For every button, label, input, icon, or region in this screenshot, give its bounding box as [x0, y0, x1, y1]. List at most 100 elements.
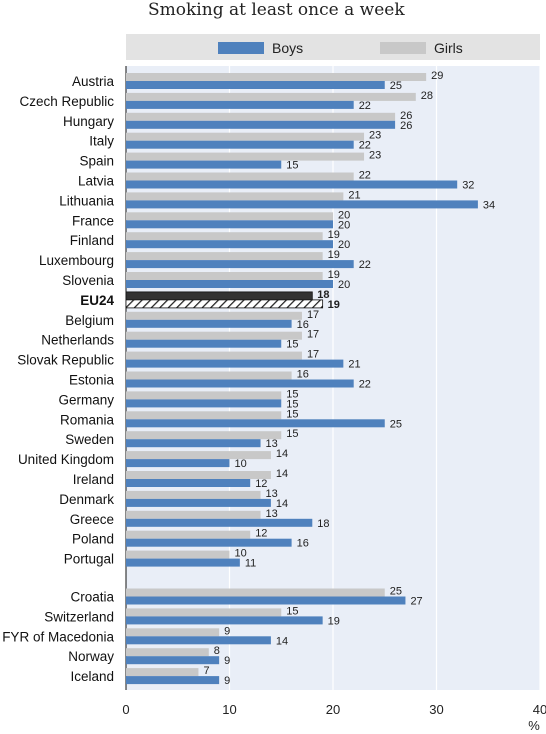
value-label-girls: 15	[286, 605, 298, 617]
bar-girls	[126, 608, 282, 617]
category-label: Slovenia	[62, 273, 114, 288]
bar-boys	[126, 596, 406, 605]
bar-girls	[126, 152, 365, 161]
legend-item-boys: Boys	[218, 40, 303, 56]
bar-girls	[126, 272, 323, 280]
value-label-boys: 15	[286, 339, 298, 351]
category-label: Estonia	[69, 373, 115, 388]
legend-item-girls: Girls	[380, 40, 463, 56]
category-label: Romania	[60, 412, 115, 427]
category-label: Poland	[72, 532, 114, 547]
category-label: Switzerland	[44, 609, 114, 624]
value-label-boys: 21	[348, 359, 360, 371]
bar-girls	[126, 132, 365, 141]
bar-boys	[126, 200, 478, 209]
bar-boys	[126, 379, 354, 388]
bar-boys	[126, 558, 240, 567]
bar-girls	[126, 391, 282, 400]
value-label-girls: 21	[348, 189, 360, 201]
category-label: Croatia	[70, 590, 114, 605]
x-tick-label: 10	[222, 702, 236, 717]
value-label-girls: 13	[266, 508, 278, 520]
bar-boys	[126, 518, 313, 527]
bar-girls	[126, 73, 427, 81]
category-label: Sweden	[65, 432, 114, 447]
bar-girls	[126, 510, 261, 519]
bar-boys	[126, 260, 354, 269]
value-label-girls: 7	[203, 665, 209, 677]
value-label-boys: 15	[286, 160, 298, 172]
legend-label-girls: Girls	[434, 40, 463, 56]
bar-girls	[126, 628, 220, 637]
category-label: Italy	[89, 134, 114, 149]
value-label-boys: 19	[328, 615, 340, 627]
value-label-boys: 16	[297, 538, 309, 550]
value-label-boys: 25	[390, 418, 402, 430]
legend-swatch-boys	[218, 42, 264, 54]
value-label-girls: 22	[359, 170, 371, 182]
category-label: Norway	[68, 649, 114, 664]
value-label-girls: 9	[224, 625, 230, 637]
value-label-boys: 14	[276, 635, 288, 647]
value-label-boys: 26	[400, 120, 412, 132]
value-label-girls: 8	[214, 645, 220, 657]
bar-girls	[125, 291, 313, 301]
bar-girls	[126, 371, 292, 380]
bar-boys	[126, 676, 220, 685]
bar-boys	[125, 299, 324, 309]
category-label: Netherlands	[41, 333, 114, 348]
bar-boys	[126, 538, 292, 547]
value-label-girls: 23	[369, 130, 381, 142]
chart-title: Smoking at least once a week	[148, 0, 405, 20]
bar-boys	[126, 280, 333, 288]
bar-boys	[126, 339, 282, 348]
category-label: Luxembourg	[39, 253, 114, 268]
bar-girls	[126, 212, 333, 221]
bar-girls	[126, 411, 282, 420]
value-label-boys: 20	[338, 239, 350, 251]
category-label: Denmark	[59, 492, 114, 507]
bar-boys	[126, 439, 261, 448]
bar-boys	[126, 656, 220, 665]
value-label-boys: 20	[338, 279, 350, 291]
bar-girls	[126, 232, 323, 241]
value-label-boys: 10	[235, 458, 247, 470]
bar-girls	[126, 451, 271, 460]
value-label-girls: 28	[421, 90, 433, 102]
bar-girls	[126, 172, 354, 181]
value-label-boys: 12	[255, 478, 267, 490]
bar-boys	[126, 81, 385, 89]
bar-boys	[126, 160, 282, 169]
bar-boys	[126, 319, 292, 328]
value-label-girls: 19	[328, 229, 340, 241]
category-label: United Kingdom	[18, 452, 114, 467]
value-label-girls: 14	[276, 468, 288, 480]
bar-boys	[126, 120, 396, 129]
value-label-girls: 25	[390, 586, 402, 598]
value-label-girls: 29	[431, 70, 443, 82]
bar-boys	[126, 479, 251, 487]
value-label-girls: 19	[328, 249, 340, 261]
bar-boys	[126, 616, 323, 625]
value-label-boys: 16	[297, 319, 309, 331]
value-label-girls: 19	[328, 269, 340, 281]
value-label-girls: 15	[286, 428, 298, 440]
value-label-boys: 22	[359, 259, 371, 271]
value-label-girls: 23	[369, 150, 381, 162]
value-label-boys: 22	[359, 140, 371, 152]
value-label-boys: 11	[245, 558, 256, 570]
value-label-girls: 13	[266, 488, 278, 500]
legend: Boys Girls	[126, 34, 540, 60]
x-tick-label: 0	[122, 702, 129, 717]
x-tick-label: 20	[326, 702, 340, 717]
value-label-girls: 17	[307, 329, 319, 341]
bar-girls	[126, 530, 251, 539]
bar-girls	[126, 588, 385, 597]
category-label: Ireland	[73, 472, 114, 487]
value-label-boys: 18	[317, 518, 329, 530]
value-label-girls: 12	[255, 528, 267, 540]
category-label: Slovak Republic	[17, 353, 114, 368]
value-label-girls: 10	[235, 548, 247, 560]
category-label: Lithuania	[59, 193, 114, 208]
